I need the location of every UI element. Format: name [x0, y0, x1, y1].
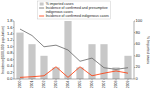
x-tick-label: 2001: [30, 80, 34, 88]
legend-frame: [38, 1, 111, 19]
x-tick: [116, 79, 117, 80]
y-tick: [13, 53, 14, 54]
x-tick: [44, 79, 45, 80]
legend-label-line: Incidence of confirmed indigenous cases: [46, 14, 109, 18]
y-tick-label: 1.2: [7, 37, 13, 42]
legend-swatch: [40, 3, 44, 6]
legend: % imported casesIncidence of confirmed a…: [38, 1, 111, 19]
x-tick: [128, 79, 129, 80]
x-tick-label: 2005: [78, 80, 82, 88]
x-tick: [92, 79, 93, 80]
y-tick: [13, 46, 14, 47]
x-tick-label: 2009: [126, 80, 130, 88]
y-tick: [13, 66, 14, 67]
y-tick: [13, 79, 14, 80]
marks: [16, 21, 131, 79]
y-tick: [13, 59, 14, 60]
x-tick-label: 2000: [18, 80, 22, 88]
y-tick: [13, 33, 14, 34]
y-tick: [13, 40, 14, 41]
x-tick-label: 2008: [114, 80, 118, 88]
x-tick: [20, 79, 21, 80]
legend-label: Incidence of confirmed and presumptivein…: [46, 6, 108, 14]
y2-axis-line: [134, 21, 135, 79]
y-tick: [13, 21, 14, 22]
y-tick-label: 1.4: [7, 31, 13, 36]
y-tick-label: 0.2: [7, 70, 13, 75]
y-tick-label: 0.6: [7, 57, 13, 62]
y-axis-label: Incidence(/100,000 population): [1, 26, 5, 74]
x-tick: [80, 79, 81, 80]
x-tick: [68, 79, 69, 80]
y2-tick-label: 0: [136, 76, 139, 81]
y-tick-label: 0.0: [7, 76, 13, 81]
x-tick-label: 2003: [54, 80, 58, 88]
bar: [16, 33, 23, 79]
x-tick: [104, 79, 105, 80]
legend-label: Incidence of confirmed indigenous cases: [46, 14, 109, 18]
y2-tick-label: 60: [136, 41, 141, 46]
y-tick-label: 1.6: [7, 25, 13, 30]
x-tick-label: 2002: [42, 80, 46, 88]
bar: [124, 56, 131, 79]
bar: [28, 44, 35, 79]
y2-axis-label: % Imported cases: [146, 36, 150, 64]
y2-tick-label: 100: [136, 18, 143, 23]
y-tick-label: 0.8: [7, 50, 13, 55]
line: [20, 67, 128, 78]
x-tick: [32, 79, 33, 80]
y-tick-label: 0.4: [7, 63, 13, 68]
y2-tick-label: 40: [136, 53, 141, 58]
x-tick: [56, 79, 57, 80]
y-tick-label: 1.8: [7, 18, 13, 23]
chart: 0.00.2 0.40.6 0.81.0 1.21.41.6 1.8 0 20 40 60 80 1…: [0, 0, 150, 91]
y-tick-label: 1.0: [7, 44, 13, 49]
x-tick-label: 2006: [90, 80, 94, 88]
x-axis-line: [14, 79, 134, 80]
y-tick: [13, 27, 14, 28]
y-tick: [13, 72, 14, 73]
line: [20, 29, 128, 69]
x-tick-label: 2004: [66, 80, 70, 88]
y2-tick-label: 80: [136, 30, 141, 35]
x-tick-label: 2007: [102, 80, 106, 88]
legend-swatch: [39, 8, 44, 9]
y-axis-line: [14, 21, 15, 79]
legend-swatch: [39, 16, 44, 17]
y2-tick-label: 20: [136, 64, 141, 69]
